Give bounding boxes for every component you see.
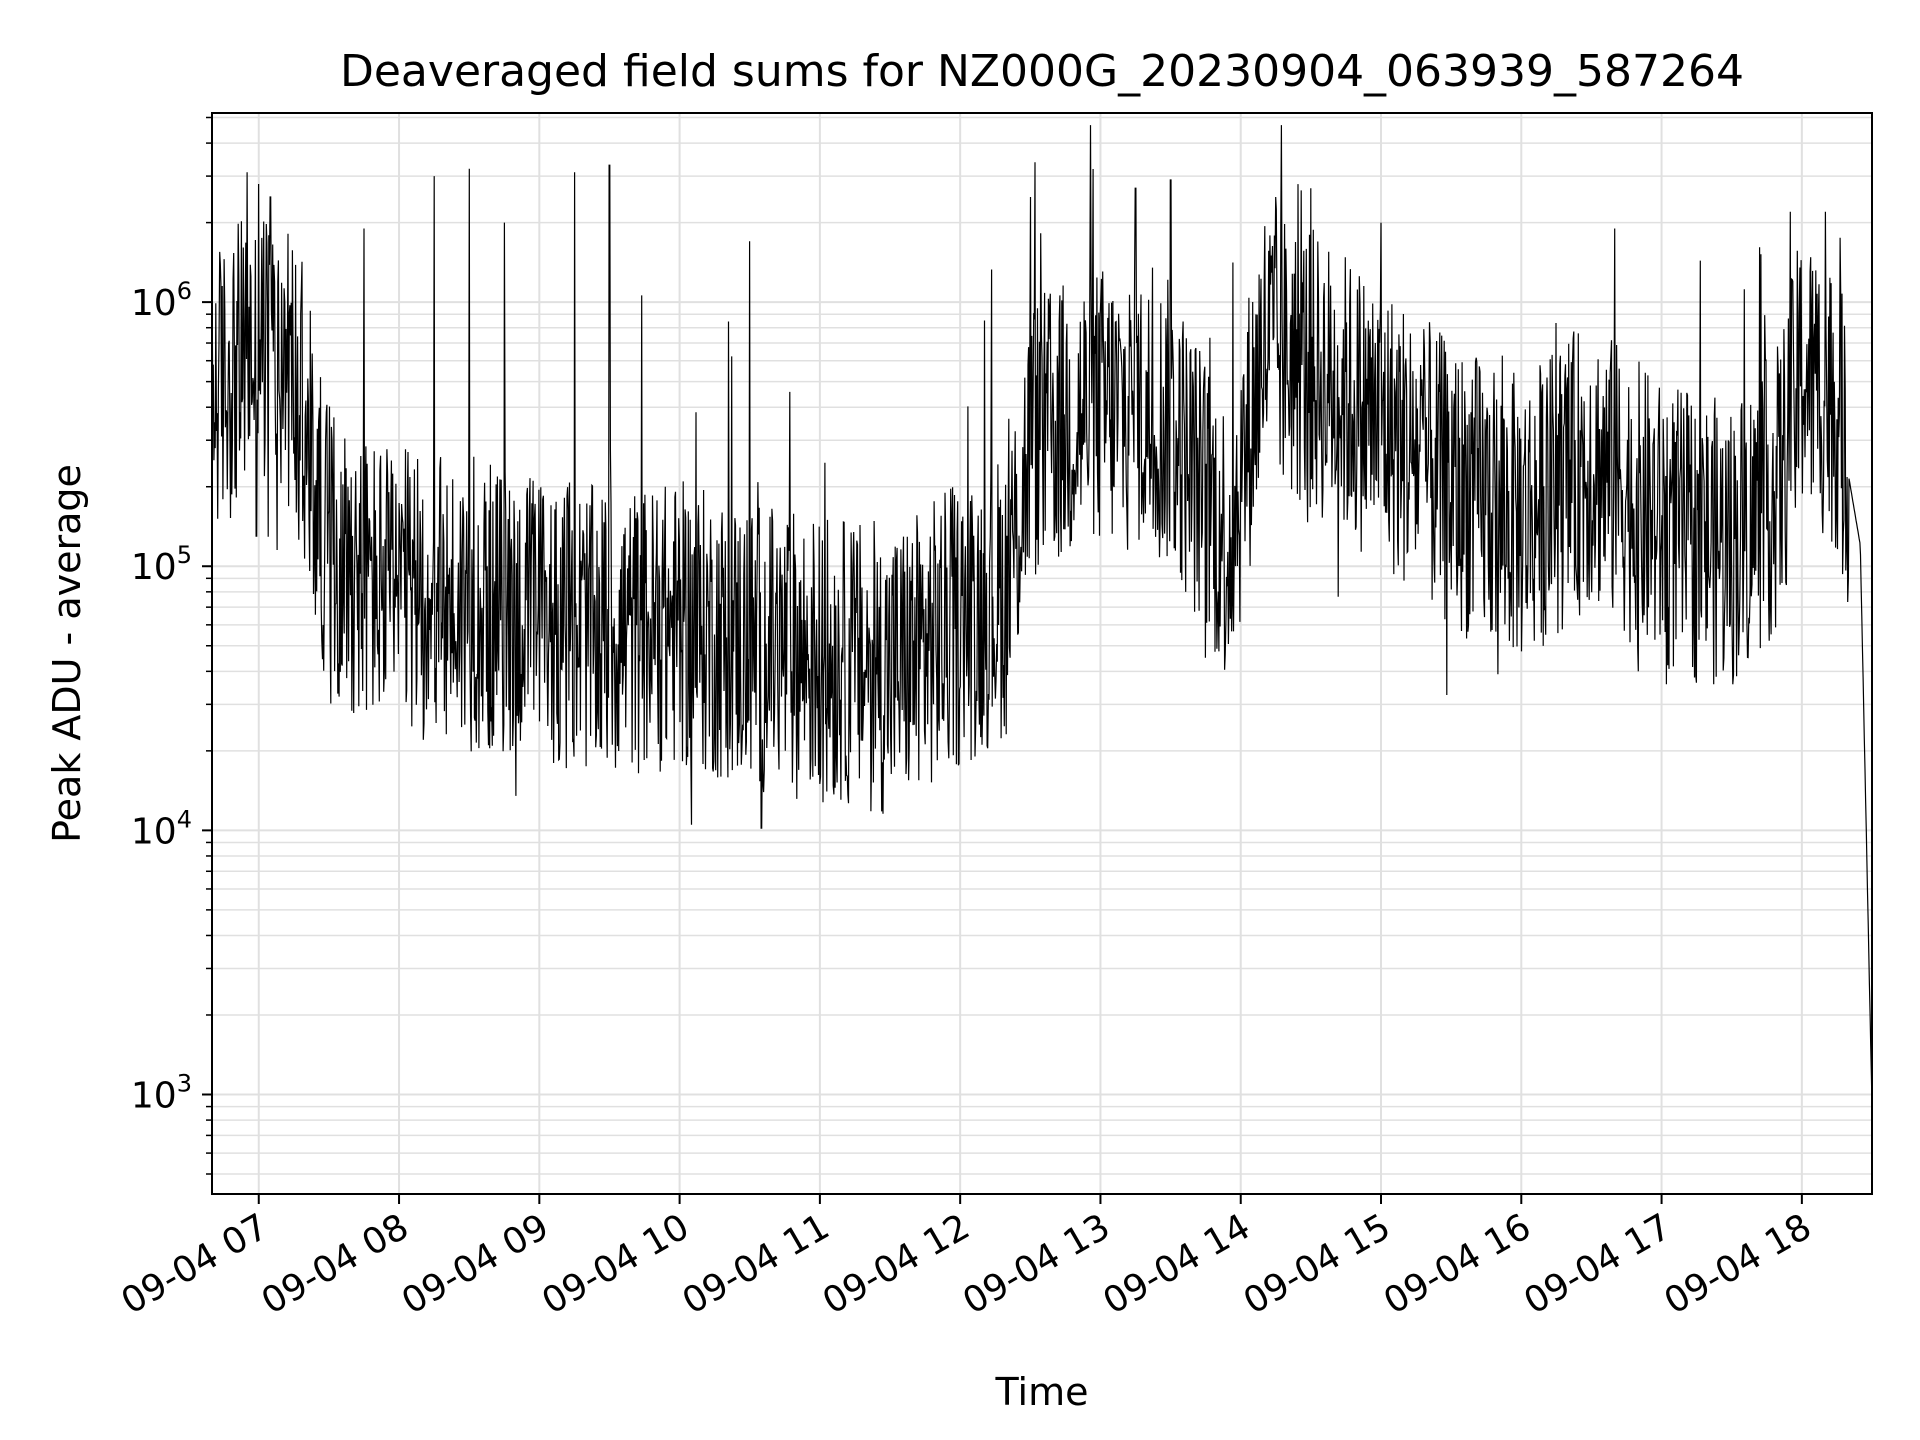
- y-tick-exponent: 4: [177, 805, 192, 833]
- y-tick-label: 104: [131, 805, 192, 852]
- plot-frame: [211, 112, 1873, 1195]
- y-tick-base: 10: [131, 811, 177, 852]
- x-tick-label: 09-04 07: [115, 1206, 276, 1322]
- y-tick-exponent: 3: [177, 1069, 192, 1097]
- x-tick-label: 09-04 09: [395, 1206, 556, 1322]
- series-layer: [212, 125, 1872, 1107]
- y-tick-label: 105: [131, 541, 192, 588]
- chart-title: Deaveraged field sums for NZ000G_2023090…: [340, 46, 1744, 97]
- y-tick-base: 10: [131, 1075, 177, 1116]
- series-line: [212, 125, 1872, 1107]
- x-tick-label: 09-04 08: [255, 1206, 416, 1322]
- x-tick-label: 09-04 13: [956, 1206, 1117, 1322]
- x-tick-label: 09-04 16: [1377, 1206, 1538, 1322]
- y-tick-label: 103: [131, 1069, 192, 1116]
- x-tick-label: 09-04 10: [535, 1206, 696, 1322]
- x-tick-label: 09-04 17: [1517, 1206, 1678, 1322]
- y-axis-label: Peak ADU - average: [45, 464, 89, 843]
- y-tick-label: 106: [131, 277, 192, 324]
- x-axis-label: Time: [995, 1370, 1089, 1414]
- y-tick-base: 10: [131, 547, 177, 588]
- x-tick-label: 09-04 12: [816, 1206, 977, 1322]
- y-tick-base: 10: [131, 283, 177, 324]
- grid: [212, 113, 1872, 1194]
- x-tick-label: 09-04 14: [1097, 1206, 1258, 1322]
- y-tick-exponent: 6: [177, 277, 192, 305]
- x-tick-label: 09-04 15: [1237, 1206, 1398, 1322]
- x-tick-label: 09-04 11: [676, 1206, 837, 1322]
- y-tick-exponent: 5: [177, 541, 192, 569]
- x-tick-label: 09-04 18: [1658, 1206, 1819, 1322]
